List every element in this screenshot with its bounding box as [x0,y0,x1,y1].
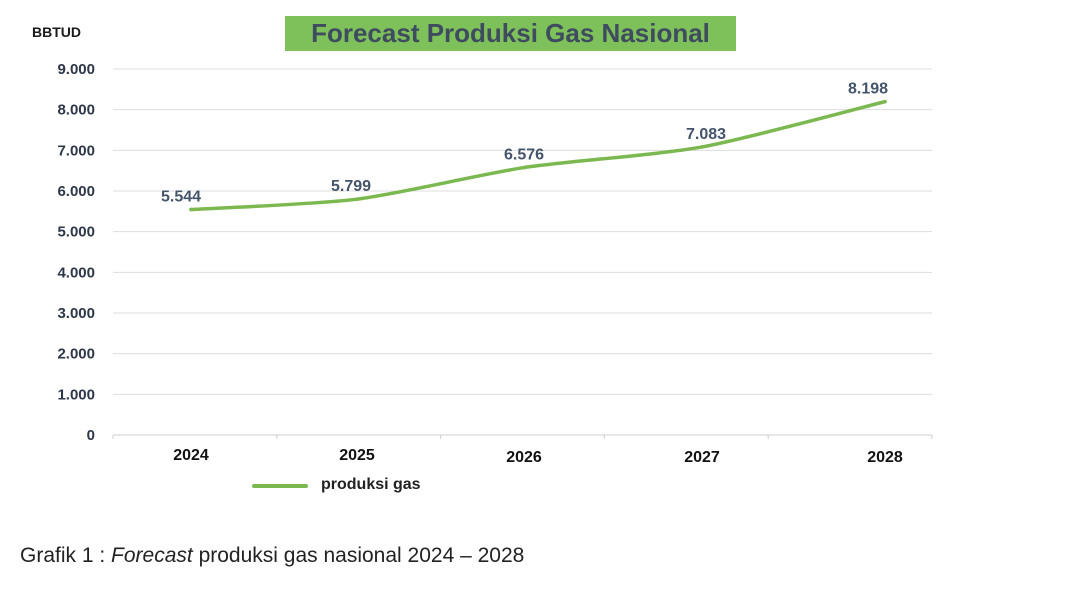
y-tick-label: 7.000 [57,142,95,159]
y-tick-label: 9.000 [57,61,95,78]
data-label: 6.576 [504,147,544,164]
x-tick-label: 2026 [506,449,542,466]
y-tick-label: 6.000 [57,183,95,200]
data-point [883,99,887,104]
y-tick-label: 1.000 [57,386,95,403]
x-tick-label: 2027 [684,449,720,466]
y-tick-label: 8.000 [57,102,95,119]
y-tick-label: 2.000 [57,346,95,363]
data-label: 8.198 [848,81,888,98]
y-axis-ticks: 0 1.000 2.000 3.000 4.000 5.000 6.000 7.000 8.00… [57,61,95,444]
x-axis-ticks: 2024 2025 2026 2027 2028 [173,447,903,466]
data-point [189,207,193,212]
caption-prefix: Grafik 1 : [20,544,112,567]
data-label: 5.799 [331,178,371,195]
x-tick-label: 2028 [867,449,903,466]
y-tick-label: 0 [87,427,95,444]
data-label: 7.083 [686,126,726,143]
gridlines [112,68,933,439]
caption-italic: Forecast [111,544,193,567]
data-labels: 5.544 5.799 6.576 7.083 8.198 [161,81,888,206]
caption-suffix: produksi gas nasional 2024 – 2028 [192,544,525,567]
x-tick-label: 2025 [339,447,375,464]
y-axis-unit-label: BBTUD [32,24,81,40]
legend-line-swatch [252,484,308,488]
legend-label: produksi gas [321,476,421,493]
y-tick-label: 4.000 [57,264,95,281]
series-layer [189,99,887,212]
data-point [522,165,526,170]
figure-caption: Grafik 1 : Forecast produksi gas nasiona… [20,544,524,568]
chart-title: Forecast Produksi Gas Nasional [311,18,710,48]
y-tick-label: 5.000 [57,224,95,241]
data-label: 5.544 [161,189,201,206]
data-point [355,197,359,201]
data-point [700,145,704,149]
chart-title-background [285,16,736,51]
y-tick-label: 3.000 [57,305,95,322]
x-tick-label: 2024 [173,447,209,464]
